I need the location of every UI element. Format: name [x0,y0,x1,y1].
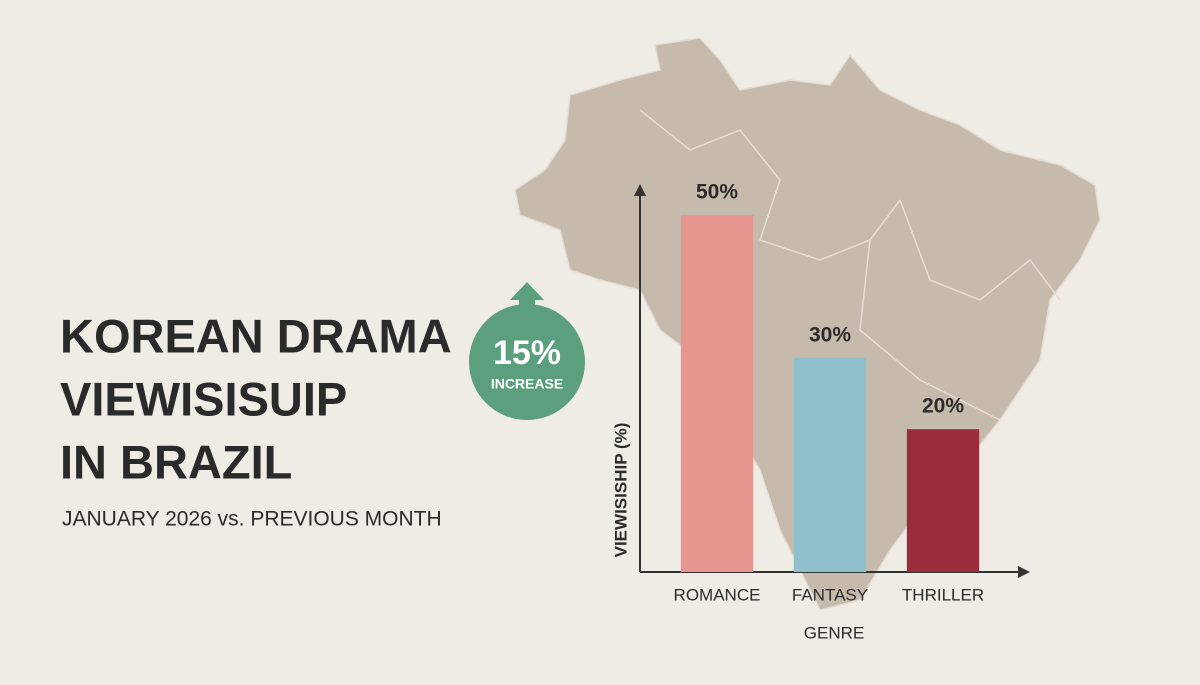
title-line: IN BRAZIL [60,435,292,488]
map-border [859,239,1001,421]
y-axis-label: VIEWISISHIP (%) [611,423,630,558]
bar [680,214,754,572]
bar [793,357,867,572]
badge-value: 15% [493,334,561,372]
badge [469,304,585,420]
map-border [639,109,901,261]
badge-caption: INCREASE [491,376,563,392]
x-axis-label: GENRE [804,623,864,642]
value-label: 30% [809,323,851,346]
x-axis-arrow [1018,566,1030,578]
badge-arrow [510,282,544,318]
map-border [899,199,1061,301]
title-line: KOREAN DRAMA [60,309,452,362]
value-label: 20% [922,395,964,418]
title-line: VIEWISISUIP [60,372,347,425]
y-axis-arrow [634,184,646,196]
subtitle: JANUARY 2026 vs. PREVIOUS MONTH [62,508,442,531]
x-tick-label: ROMANCE [674,585,761,604]
bar [906,429,980,572]
x-tick-label: THRILLER [902,585,984,604]
x-tick-label: FANTASY [792,585,868,604]
value-label: 50% [696,181,738,204]
